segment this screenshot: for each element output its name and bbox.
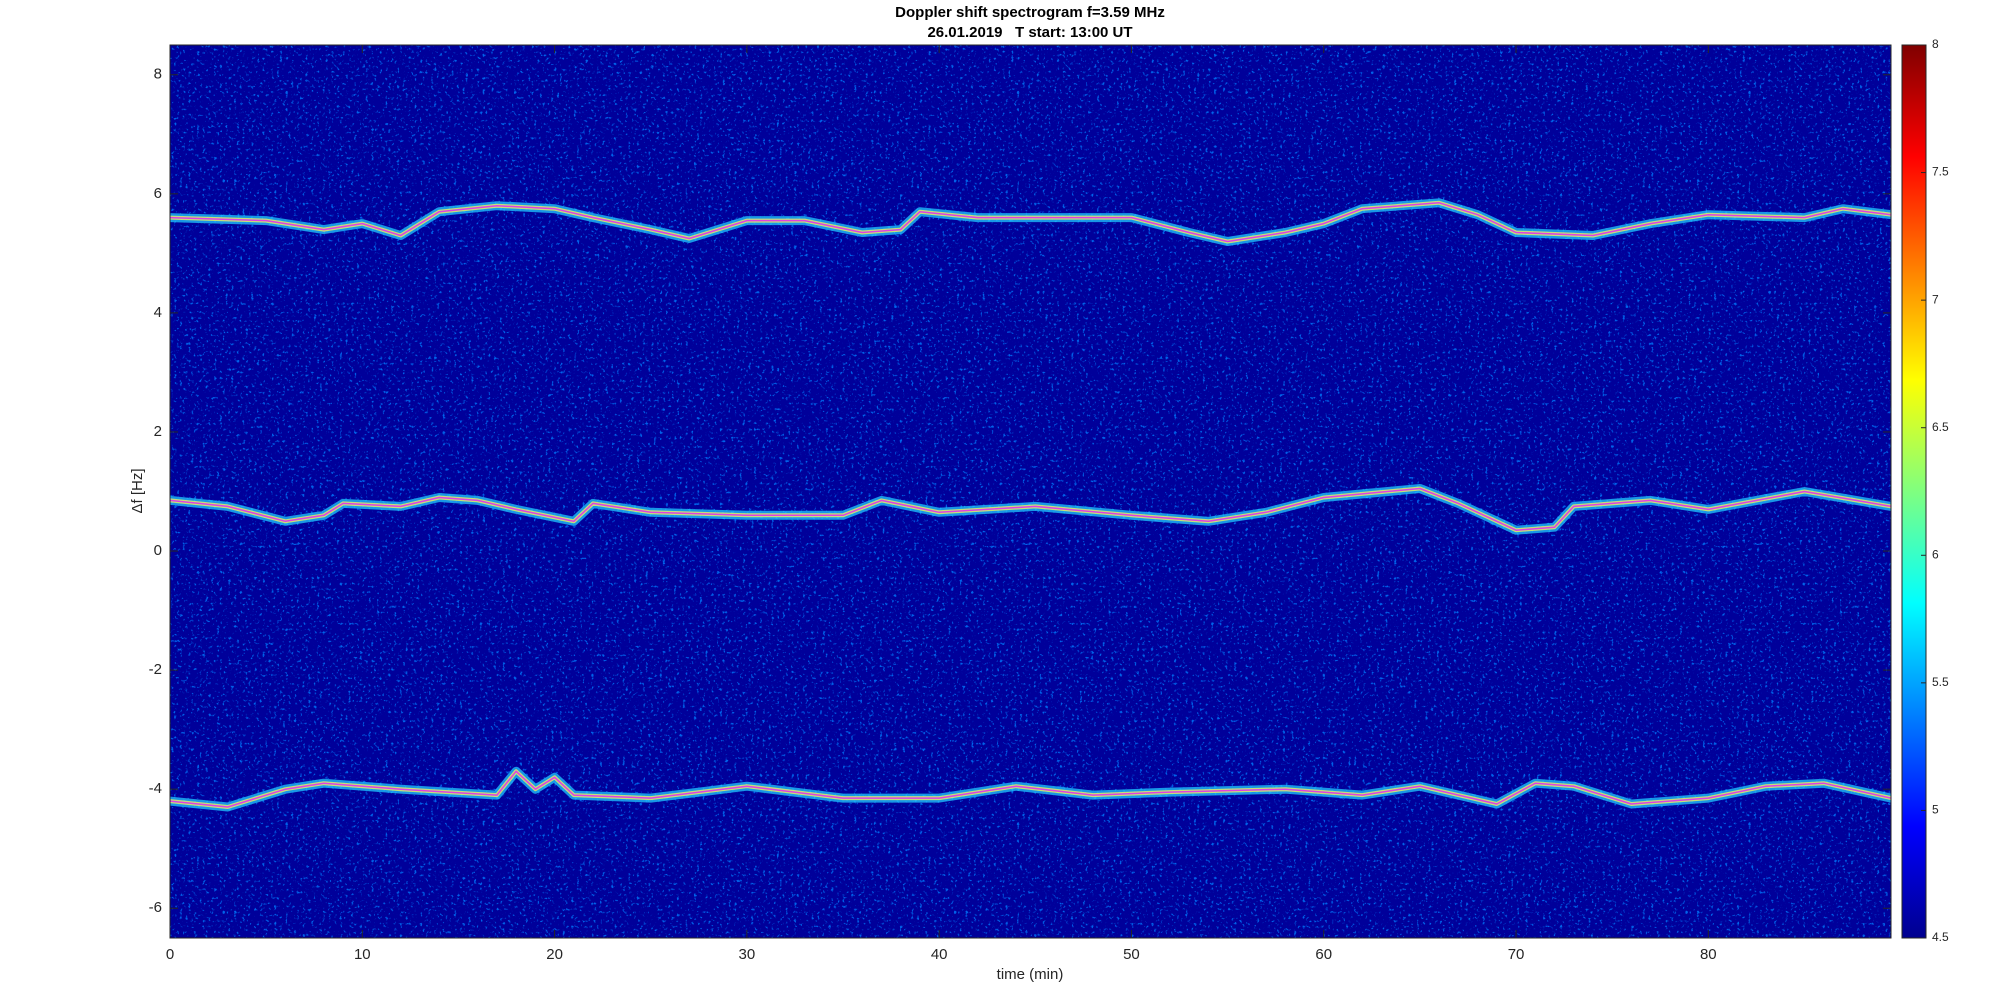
chart-subtitle: 26.01.2019 T start: 13:00 UT: [927, 24, 1132, 41]
chart-title: Doppler shift spectrogram f=3.59 MHz: [895, 4, 1165, 21]
x-tick-label: 0: [166, 946, 174, 963]
y-axis-label: Δf [Hz]: [129, 468, 146, 513]
colorbar-tick-label: 7: [1932, 292, 1939, 306]
colorbar: [1901, 44, 1927, 939]
plot-frame: [169, 44, 1892, 939]
y-tick-label: -6: [149, 899, 162, 916]
y-tick-label: -2: [149, 661, 162, 678]
x-tick-label: 30: [739, 946, 756, 963]
trace-fit: [170, 202, 1891, 243]
y-tick-label: 4: [154, 304, 162, 321]
trace-fit: [170, 487, 1891, 531]
x-tick-label: 40: [931, 946, 948, 963]
colorbar-tick-label: 6.5: [1932, 420, 1949, 434]
traces: [170, 198, 1891, 812]
trace-fit: [170, 770, 1891, 808]
colorbar-tick-label: 5.5: [1932, 675, 1949, 689]
y-tick-label: 8: [154, 66, 162, 83]
x-tick-label: 10: [354, 946, 371, 963]
x-tick-label: 70: [1508, 946, 1525, 963]
y-tick-label: -4: [149, 780, 162, 797]
colorbar-tick-label: 5: [1932, 803, 1939, 817]
colorbar-tick-label: 4.5: [1932, 930, 1949, 944]
x-axis-label: time (min): [997, 966, 1064, 983]
x-tick-label: 50: [1123, 946, 1140, 963]
y-tick-label: 2: [154, 423, 162, 440]
colorbar-tick-label: 6: [1932, 547, 1939, 561]
y-tick-label: 6: [154, 185, 162, 202]
x-tick-label: 20: [546, 946, 563, 963]
x-tick-label: 60: [1315, 946, 1332, 963]
colorbar-tick-label: 8: [1932, 37, 1939, 51]
y-tick-label: 0: [154, 542, 162, 559]
x-tick-label: 80: [1700, 946, 1717, 963]
colorbar-tick-label: 7.5: [1932, 165, 1949, 179]
